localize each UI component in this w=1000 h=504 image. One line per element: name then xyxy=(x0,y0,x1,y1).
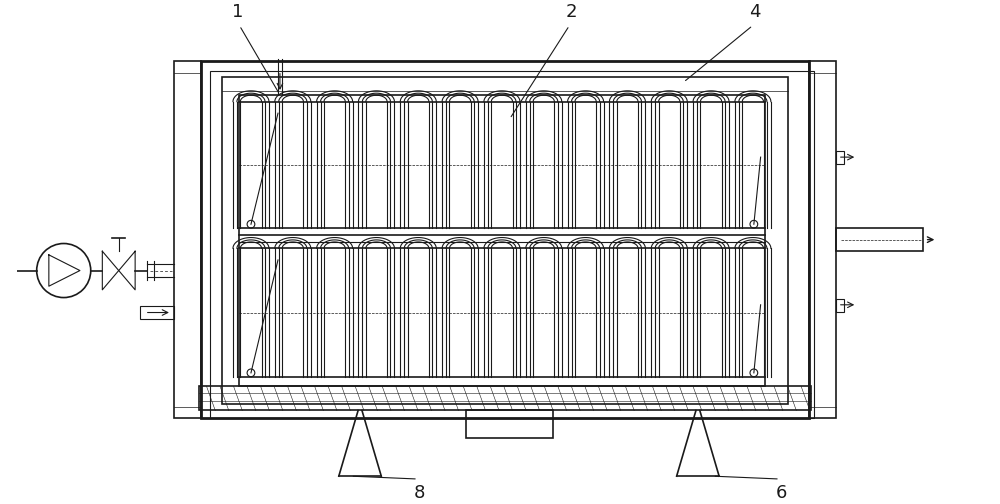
Text: 4: 4 xyxy=(749,3,761,21)
Bar xyxy=(140,306,174,319)
Bar xyxy=(201,61,809,418)
Bar xyxy=(174,61,201,418)
Bar xyxy=(199,387,811,410)
Text: 2: 2 xyxy=(566,3,577,21)
Text: 1: 1 xyxy=(232,3,243,21)
Bar xyxy=(836,299,844,311)
Bar xyxy=(466,410,553,437)
Text: 8: 8 xyxy=(414,484,426,502)
Bar xyxy=(836,151,844,164)
Bar xyxy=(210,71,814,418)
Bar xyxy=(239,95,765,387)
Text: 6: 6 xyxy=(776,484,788,502)
Bar xyxy=(222,78,788,404)
Bar xyxy=(836,228,923,251)
Bar xyxy=(809,61,836,418)
